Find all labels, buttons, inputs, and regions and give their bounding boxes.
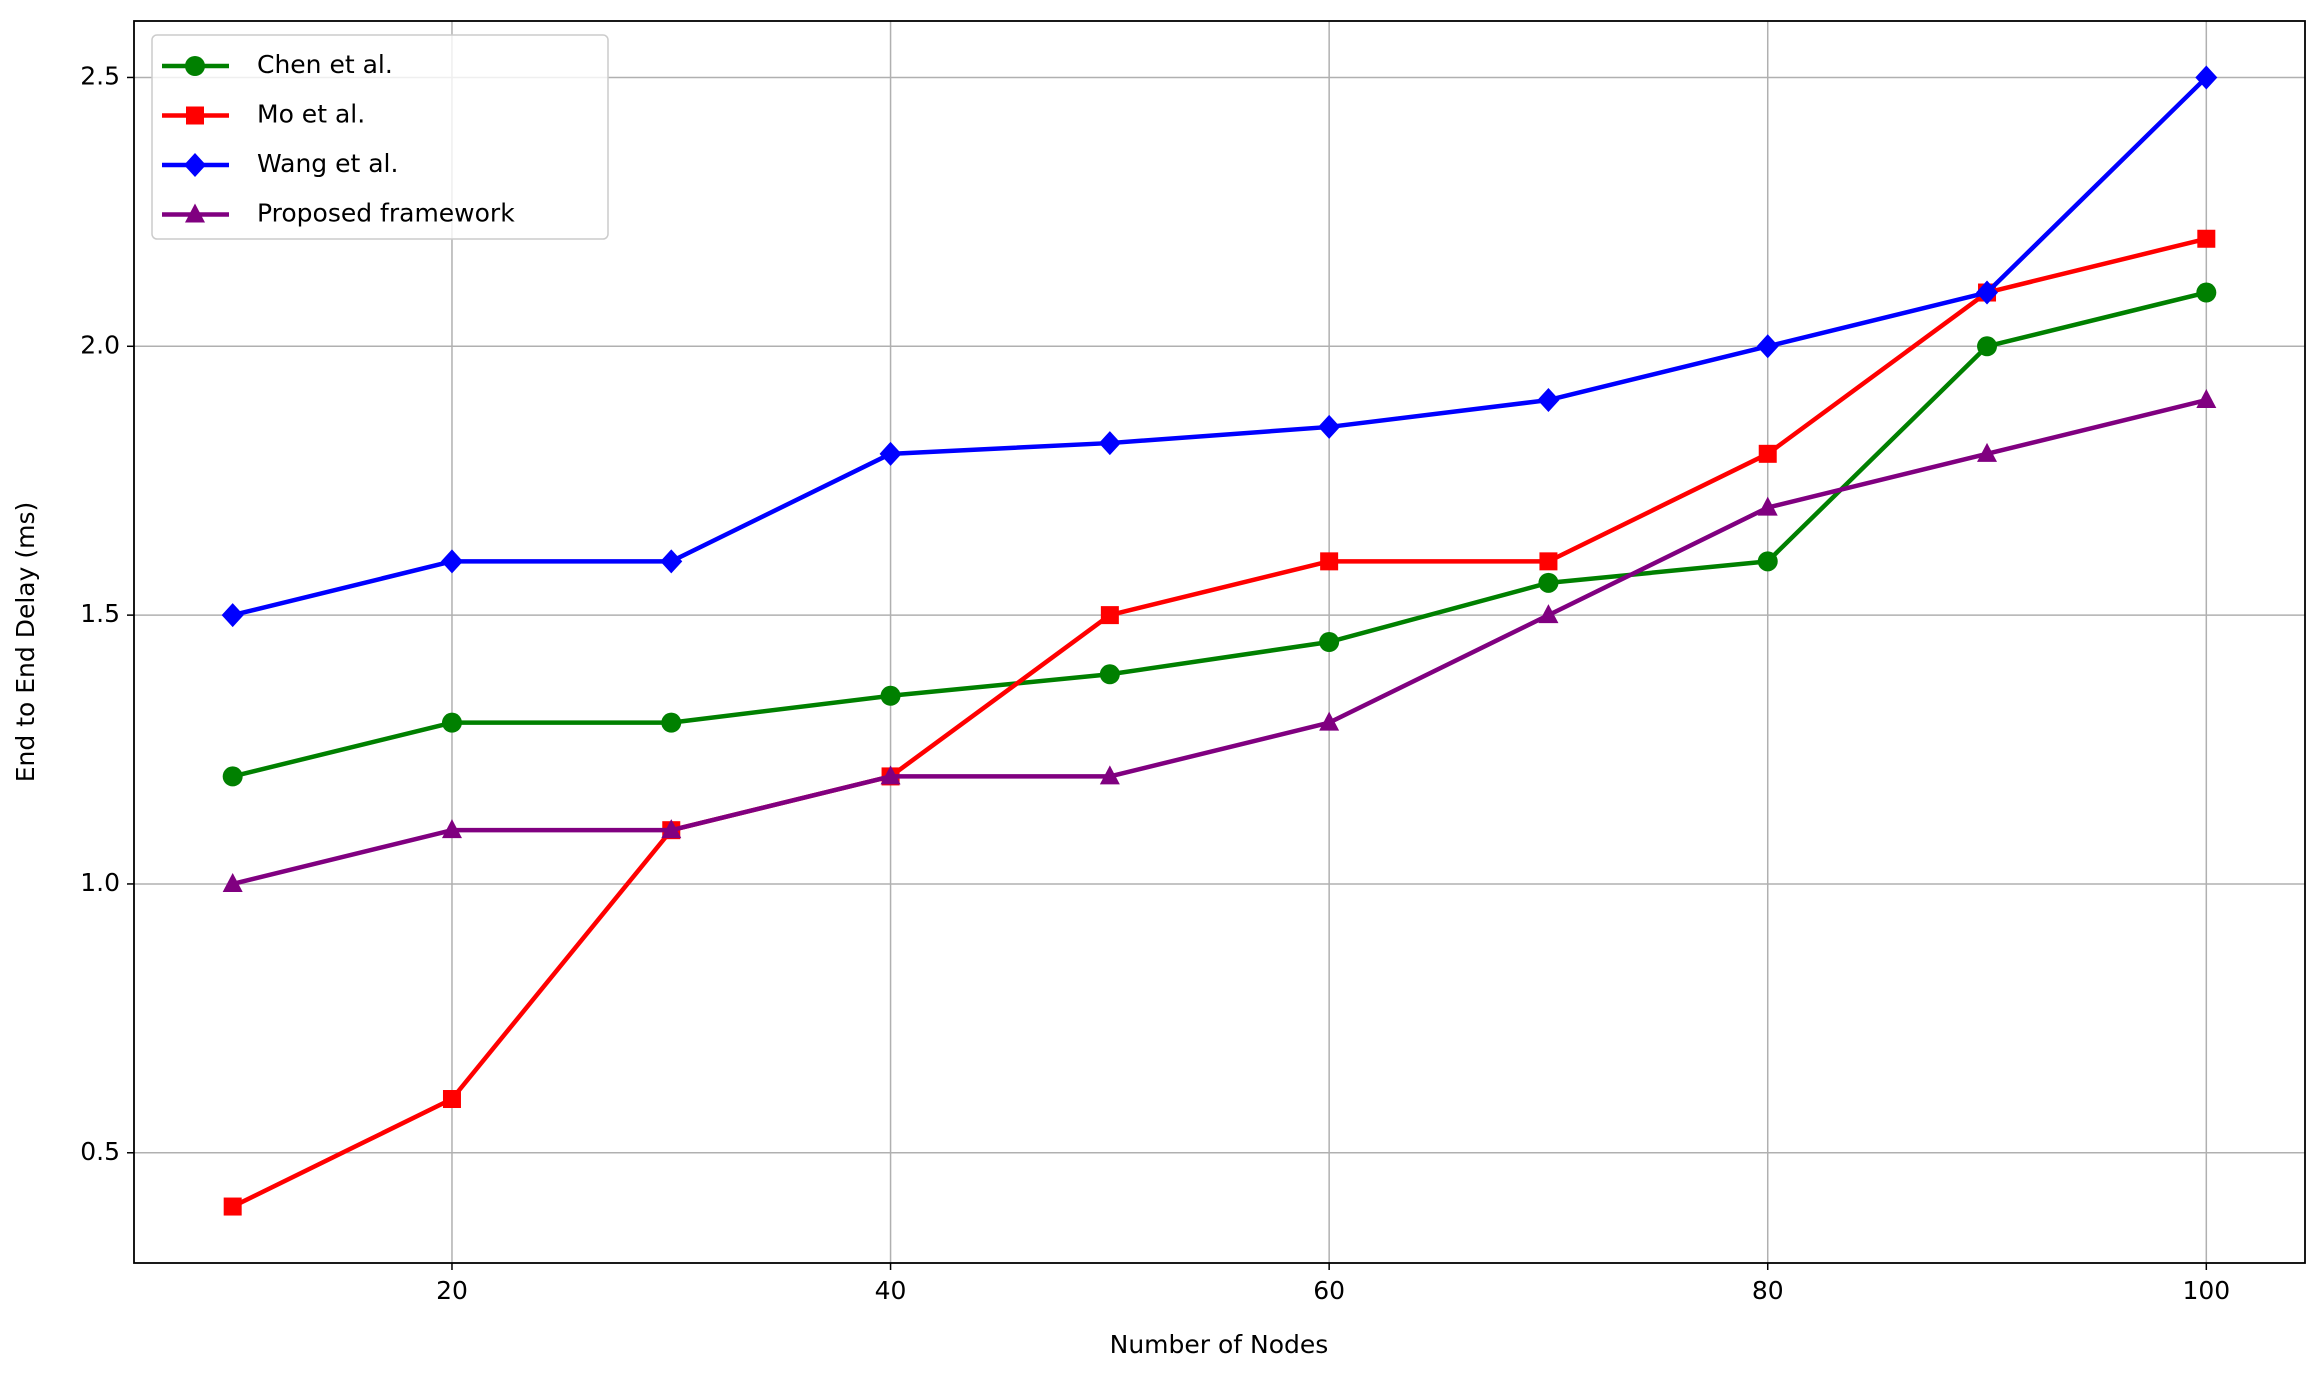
marker — [440, 549, 463, 574]
marker — [1976, 280, 1999, 305]
series-line — [232, 397, 2207, 887]
marker — [1977, 442, 1998, 462]
series-line — [232, 290, 2207, 779]
series-line — [232, 75, 2208, 618]
marker — [1319, 632, 1340, 652]
marker — [1758, 444, 1777, 463]
marker — [1538, 572, 1559, 593]
marker — [442, 1090, 461, 1109]
marker — [1098, 431, 1121, 456]
y-tick-label: 2.5 — [80, 61, 120, 90]
marker — [880, 685, 901, 706]
marker — [2196, 389, 2217, 409]
plot-frame — [133, 20, 2306, 1264]
marker — [222, 766, 243, 787]
x-tick-label: 20 — [436, 1276, 468, 1305]
y-axis-label: End to End Delay (ms) — [11, 502, 40, 782]
marker — [2197, 229, 2216, 248]
marker — [1756, 334, 1779, 359]
marker — [1099, 664, 1120, 685]
marker — [1757, 496, 1778, 516]
legend-label: Mo et al. — [257, 100, 365, 129]
x-axis-label: Number of Nodes — [1110, 1330, 1329, 1359]
marker — [223, 1197, 242, 1216]
marker — [660, 549, 683, 574]
marker — [1319, 711, 1340, 731]
marker — [221, 603, 244, 628]
y-tick-label: 1.5 — [80, 599, 120, 628]
marker — [1539, 552, 1558, 571]
marker — [1538, 604, 1559, 624]
marker — [222, 872, 243, 892]
x-tick-label: 60 — [1313, 1276, 1345, 1305]
legend-label: Proposed framework — [257, 199, 515, 228]
y-tick-label: 1.0 — [80, 868, 120, 897]
legend: Chen et al. Mo et al. Wang et al. Proposed … — [151, 34, 609, 240]
marker — [1100, 606, 1119, 625]
legend-marker — [184, 153, 206, 177]
marker — [2196, 282, 2217, 303]
legend-marker — [185, 203, 205, 223]
marker — [441, 819, 462, 839]
marker — [1757, 551, 1778, 572]
series-line — [231, 236, 2207, 1209]
legend-label: Chen et al. — [257, 50, 393, 79]
marker — [1099, 765, 1120, 785]
marker — [441, 712, 462, 733]
x-tick-label: 100 — [2182, 1276, 2230, 1305]
marker — [880, 765, 901, 785]
marker — [1537, 388, 1560, 413]
legend-box — [151, 34, 609, 240]
legend-label: Wang et al. — [257, 149, 398, 178]
marker — [1318, 414, 1341, 439]
y-tick-label: 0.5 — [80, 1137, 120, 1166]
marker — [661, 712, 682, 733]
legend-marker — [185, 56, 205, 76]
x-tick-label: 40 — [875, 1276, 907, 1305]
y-tick-label: 2.0 — [80, 330, 120, 359]
legend-marker — [186, 106, 204, 125]
marker — [1977, 336, 1998, 357]
marker — [661, 819, 682, 839]
marker — [879, 441, 902, 466]
marker — [1320, 552, 1339, 571]
marker — [2195, 65, 2218, 90]
x-tick-label: 80 — [1752, 1276, 1784, 1305]
